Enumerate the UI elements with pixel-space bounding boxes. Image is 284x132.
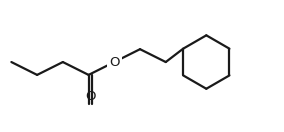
Text: O: O xyxy=(109,56,120,69)
Text: O: O xyxy=(85,90,95,103)
